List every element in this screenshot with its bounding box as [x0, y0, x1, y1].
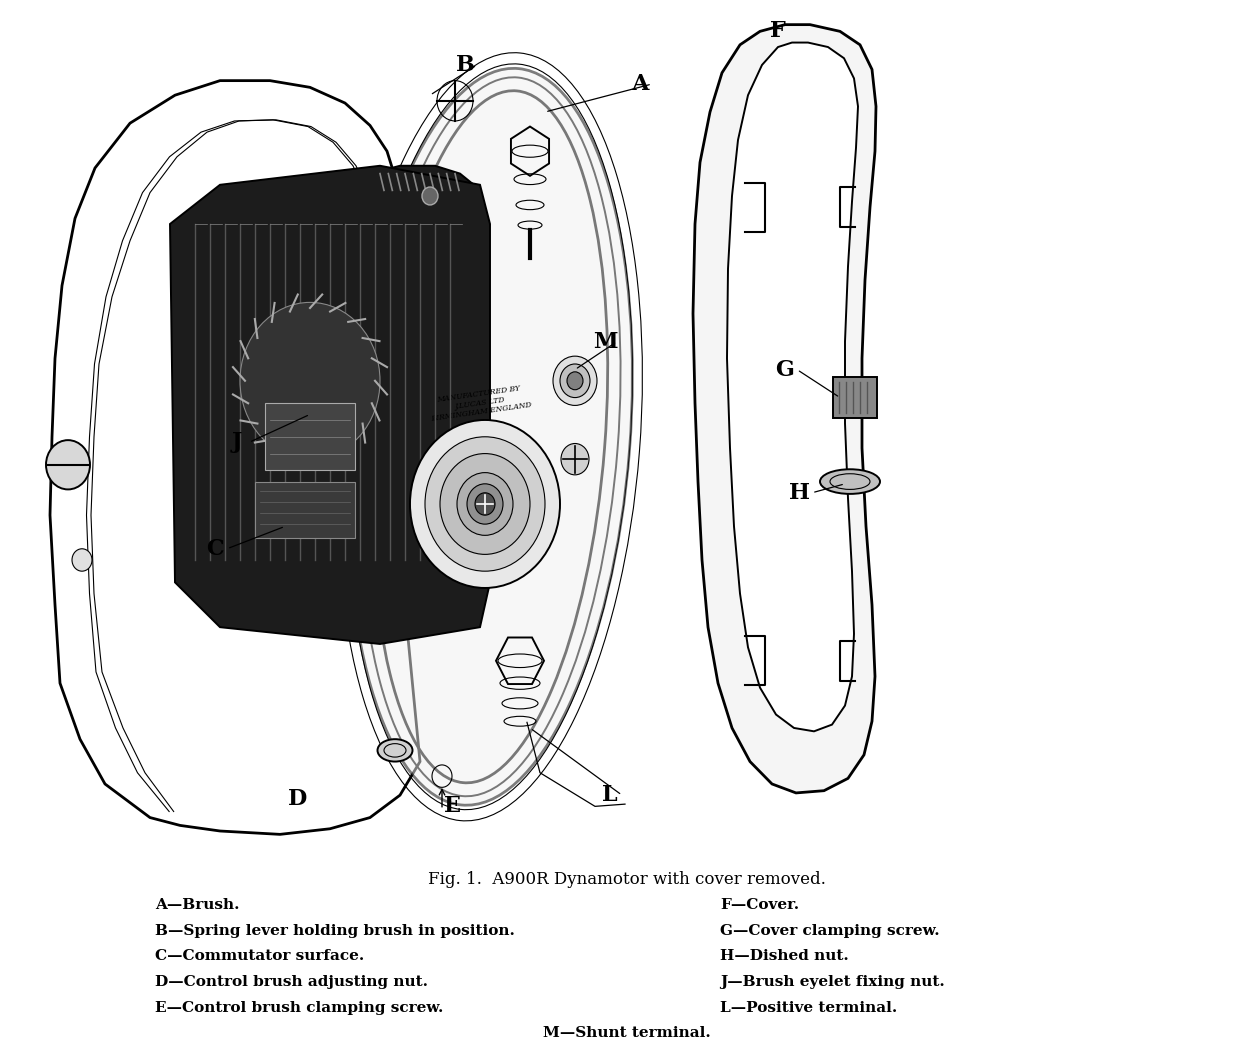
- Text: G: G: [775, 358, 795, 381]
- Text: A—Brush.: A—Brush.: [155, 898, 240, 912]
- Text: D: D: [288, 788, 307, 810]
- Text: L—Positive terminal.: L—Positive terminal.: [720, 1001, 898, 1014]
- Text: E: E: [444, 795, 460, 817]
- Circle shape: [466, 484, 503, 524]
- Bar: [255, 482, 355, 538]
- Circle shape: [425, 437, 545, 571]
- Circle shape: [553, 356, 597, 406]
- Text: C—Commutator surface.: C—Commutator surface.: [155, 950, 364, 963]
- Text: M: M: [593, 330, 617, 353]
- Polygon shape: [362, 166, 485, 270]
- Text: G—Cover clamping screw.: G—Cover clamping screw.: [720, 924, 939, 938]
- Text: M—Shunt terminal.: M—Shunt terminal.: [543, 1027, 711, 1038]
- Text: F: F: [770, 21, 786, 43]
- Circle shape: [561, 364, 589, 398]
- Text: C: C: [206, 538, 223, 559]
- Bar: [265, 403, 355, 470]
- Ellipse shape: [377, 739, 413, 762]
- Circle shape: [423, 187, 438, 204]
- Text: H: H: [790, 482, 810, 503]
- Text: D—Control brush adjusting nut.: D—Control brush adjusting nut.: [155, 975, 428, 989]
- Text: H—Dished nut.: H—Dished nut.: [720, 950, 849, 963]
- Text: J—Brush eyelet fixing nut.: J—Brush eyelet fixing nut.: [720, 975, 944, 989]
- Circle shape: [71, 549, 92, 571]
- Circle shape: [410, 420, 561, 588]
- Circle shape: [440, 454, 530, 554]
- Circle shape: [456, 472, 513, 536]
- Bar: [833, 378, 877, 417]
- Text: B: B: [455, 54, 474, 76]
- Circle shape: [567, 372, 583, 389]
- Circle shape: [46, 440, 90, 489]
- Polygon shape: [171, 166, 490, 644]
- Circle shape: [561, 443, 589, 474]
- Ellipse shape: [347, 69, 632, 805]
- Ellipse shape: [820, 469, 880, 494]
- Text: J: J: [232, 432, 242, 454]
- Text: Fig. 1.  A900R Dynamotor with cover removed.: Fig. 1. A900R Dynamotor with cover remov…: [428, 871, 826, 887]
- Text: B—Spring lever holding brush in position.: B—Spring lever holding brush in position…: [155, 924, 515, 938]
- Text: A: A: [631, 73, 648, 95]
- Polygon shape: [727, 43, 858, 732]
- Circle shape: [475, 493, 495, 515]
- Text: L: L: [602, 784, 618, 807]
- Text: F—Cover.: F—Cover.: [720, 898, 799, 912]
- Text: E—Control brush clamping screw.: E—Control brush clamping screw.: [155, 1001, 444, 1014]
- Text: MANUFACTURED BY
J.LUCAS LTD
BIRMINGHAM ENGLAND: MANUFACTURED BY J.LUCAS LTD BIRMINGHAM E…: [428, 383, 532, 424]
- Circle shape: [240, 302, 380, 459]
- Polygon shape: [693, 25, 877, 793]
